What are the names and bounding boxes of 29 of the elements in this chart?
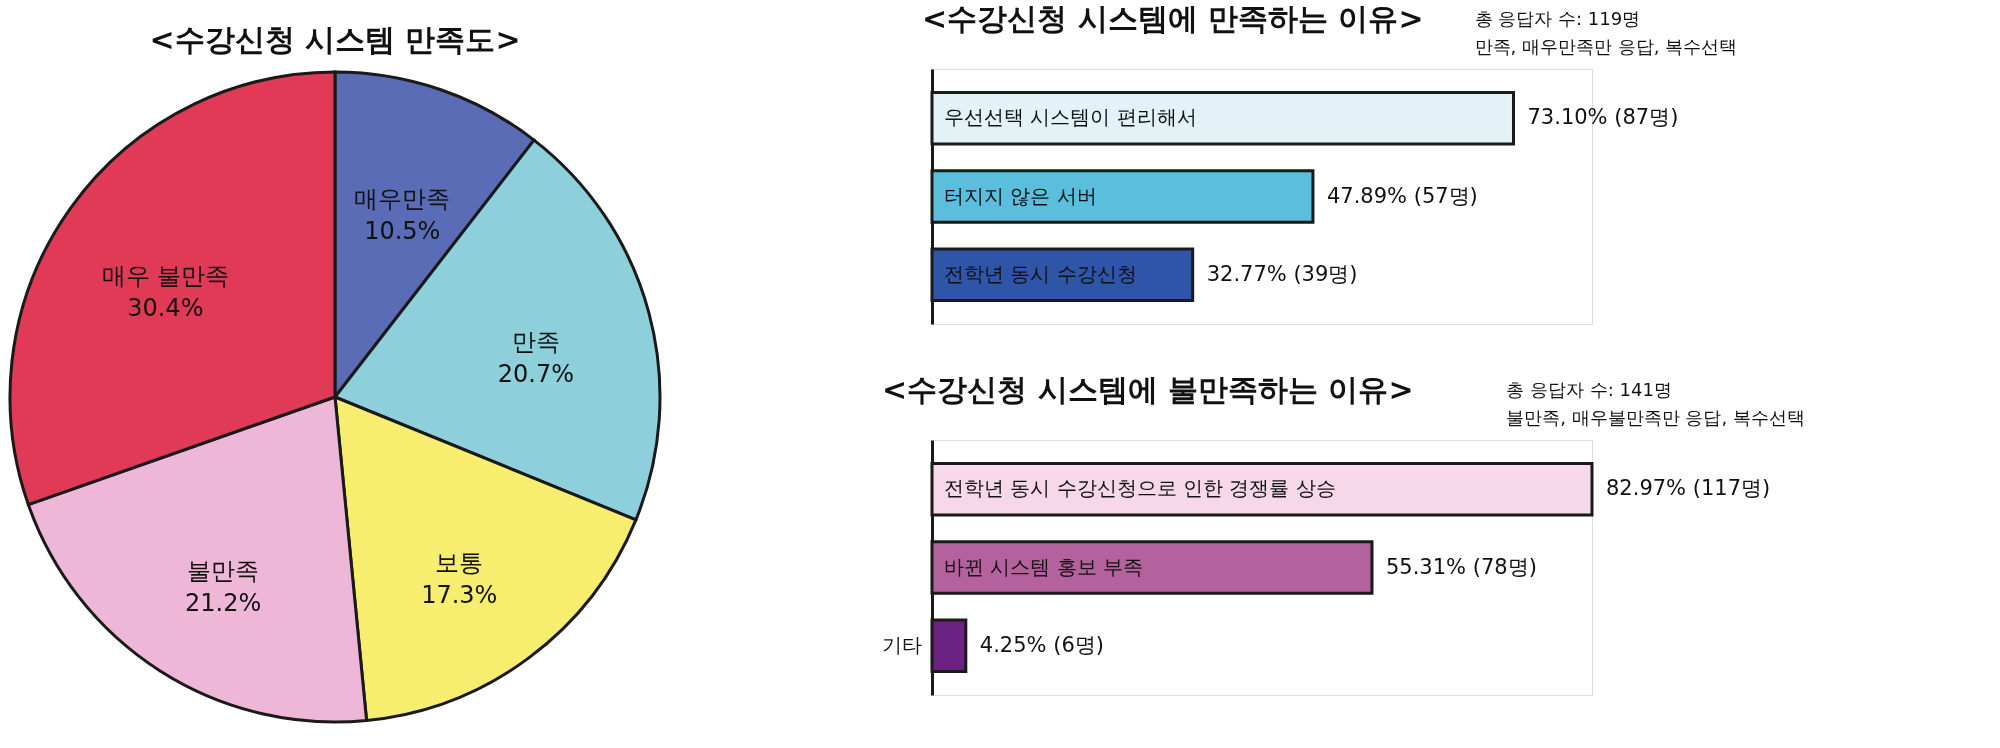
chart-subtitle: 총 응답자 수: 141명 [1506, 379, 1672, 400]
data-label: 55.31% (78명) [1385, 554, 1537, 579]
data-label: 20.7% [497, 360, 575, 389]
chart-title: <수강신청 시스템에 불만족하는 이유> [882, 372, 1414, 407]
text: 불만족, 매우불만족만 응답, 복수선택 [1506, 407, 1805, 428]
data-label: 17.3% [421, 580, 498, 609]
data-label: 10.5% [364, 217, 441, 246]
slice-label: 불만족 [187, 557, 260, 586]
text: 총 응답자 수: 119명 [1474, 8, 1641, 29]
chart-title: <수강신청 시스템에 만족하는 이유> [922, 1, 1424, 36]
y-tick-label: 전학년 동시 수강신청 [944, 261, 1137, 286]
data-label: 47.89% (57명) [1326, 183, 1478, 208]
y-tick-label: 우선선택 시스템이 편리해서 [944, 105, 1197, 130]
y-tick-label: 터지지 않은 서버 [944, 183, 1097, 208]
data-label: 82.97% (117명) [1606, 476, 1771, 501]
y-tick-label: 바뀐 시스템 홍보 부족 [944, 554, 1144, 579]
y-tick-label: 전학년 동시 수강신청으로 인한 경쟁률 상승 [944, 476, 1336, 501]
data-label: 21.2% [184, 589, 262, 618]
slice-label: 매우만족 [354, 185, 451, 214]
data-label: 30.4% [127, 293, 204, 322]
text: 만족, 매우만족만 응답, 복수선택 [1474, 36, 1738, 57]
chart-title: <수강신청 시스템 만족도> [149, 22, 521, 57]
data-label: 4.25% (6명) [979, 632, 1104, 657]
slice-label: 매우 불만족 [101, 261, 230, 290]
slice-label: 보통 [435, 548, 484, 577]
y-tick-label: 기타 [882, 632, 922, 657]
data-label: 73.10% (87명) [1527, 105, 1679, 130]
data-label: 32.77% (39명) [1206, 261, 1358, 286]
slice-label: 만족 [511, 328, 560, 357]
